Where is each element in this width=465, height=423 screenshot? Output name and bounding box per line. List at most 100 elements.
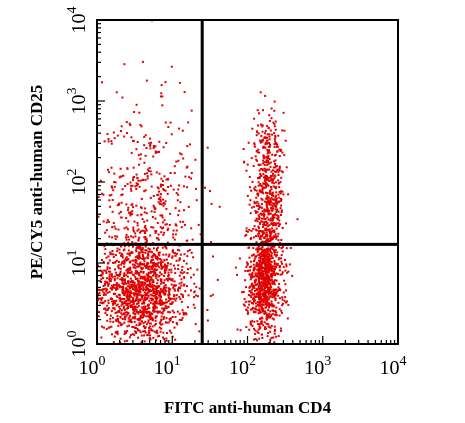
- data-point: [250, 296, 253, 299]
- data-point: [255, 211, 257, 214]
- data-point: [252, 302, 255, 305]
- data-point: [156, 258, 159, 261]
- data-point: [116, 331, 119, 334]
- data-point: [244, 279, 247, 282]
- data-point: [140, 306, 143, 309]
- data-point: [281, 271, 284, 274]
- data-point: [150, 270, 153, 273]
- data-point: [149, 322, 152, 325]
- data-point: [133, 333, 136, 336]
- data-point: [156, 268, 159, 271]
- data-point: [254, 307, 257, 310]
- data-point: [173, 326, 176, 329]
- data-point: [104, 307, 107, 310]
- data-point: [172, 286, 175, 289]
- data-point: [139, 316, 142, 319]
- data-point: [276, 208, 279, 211]
- data-point: [148, 325, 151, 328]
- data-point: [285, 222, 287, 225]
- data-point: [119, 337, 122, 340]
- data-point: [118, 260, 120, 263]
- data-point: [155, 331, 158, 334]
- data-point: [167, 294, 170, 297]
- data-point: [262, 299, 265, 302]
- data-point: [238, 257, 241, 260]
- data-point: [264, 136, 267, 139]
- data-point: [174, 289, 176, 292]
- data-point: [284, 283, 287, 286]
- data-point: [181, 129, 184, 132]
- data-point: [117, 274, 120, 277]
- data-point: [261, 267, 263, 270]
- data-point: [125, 121, 128, 124]
- data-point: [111, 275, 114, 278]
- data-point: [144, 266, 147, 269]
- data-point: [129, 181, 132, 184]
- data-point: [164, 246, 167, 248]
- data-point: [159, 278, 162, 281]
- data-point: [179, 298, 182, 300]
- data-point: [166, 279, 169, 282]
- data-point: [277, 215, 280, 218]
- data-point: [106, 133, 109, 135]
- data-point: [163, 293, 166, 296]
- data-point: [116, 134, 119, 137]
- data-point: [261, 258, 264, 260]
- data-point: [116, 315, 119, 318]
- data-point: [169, 329, 171, 332]
- data-point: [136, 327, 139, 330]
- data-point: [174, 315, 177, 318]
- data-point: [113, 293, 115, 295]
- data-point: [167, 126, 170, 128]
- data-point: [105, 327, 108, 330]
- data-point: [159, 261, 162, 264]
- data-point: [260, 272, 263, 275]
- data-point: [145, 212, 148, 215]
- data-point: [264, 291, 266, 294]
- data-point: [147, 168, 149, 171]
- data-point: [275, 214, 278, 217]
- data-point: [139, 262, 142, 265]
- data-point: [270, 290, 273, 293]
- data-point: [137, 179, 140, 182]
- data-point: [260, 230, 262, 232]
- data-point: [193, 296, 195, 299]
- data-point: [142, 305, 145, 308]
- data-point: [270, 261, 273, 264]
- data-point: [261, 168, 264, 171]
- data-point: [140, 341, 143, 344]
- data-point: [120, 304, 123, 307]
- data-point: [144, 225, 147, 227]
- data-point: [121, 261, 123, 264]
- data-point: [128, 316, 131, 319]
- data-point: [111, 300, 114, 303]
- data-point: [271, 194, 273, 197]
- data-point: [254, 329, 257, 332]
- data-point: [268, 138, 271, 141]
- data-point: [131, 326, 134, 328]
- data-point: [152, 226, 155, 229]
- data-point: [257, 312, 260, 315]
- data-point: [159, 296, 162, 299]
- data-point: [147, 276, 150, 279]
- data-point: [176, 248, 179, 251]
- data-point: [121, 282, 124, 285]
- data-point: [268, 179, 271, 182]
- data-point: [254, 185, 257, 188]
- data-point: [270, 324, 273, 327]
- data-point: [258, 248, 261, 250]
- data-point: [197, 223, 200, 226]
- data-point: [266, 259, 269, 262]
- data-point: [127, 320, 130, 323]
- data-point: [144, 294, 147, 297]
- data-point: [129, 293, 131, 296]
- data-point: [106, 291, 109, 294]
- data-point: [178, 127, 181, 130]
- data-point: [253, 300, 255, 303]
- data-point: [180, 153, 183, 156]
- data-point: [274, 222, 277, 225]
- data-point: [162, 288, 165, 291]
- data-point: [195, 286, 198, 289]
- data-point: [108, 326, 111, 329]
- data-point: [167, 186, 170, 188]
